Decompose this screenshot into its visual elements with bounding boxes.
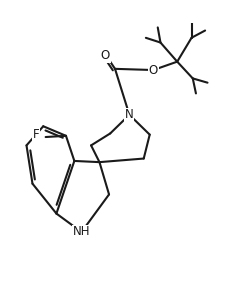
Text: N: N [125,108,134,121]
Text: O: O [149,63,158,77]
Text: NH: NH [73,225,90,239]
Text: O: O [101,49,110,62]
Text: F: F [33,128,39,141]
